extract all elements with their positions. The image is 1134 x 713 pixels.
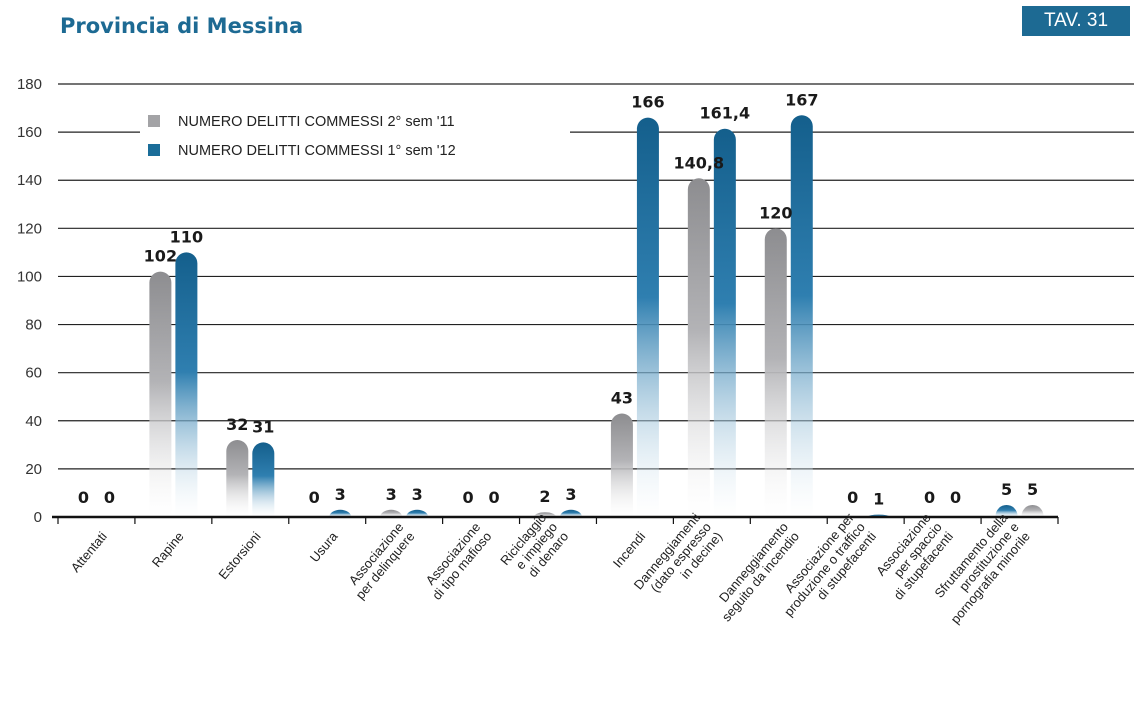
value-label: 43 [611,389,633,408]
value-label: 5 [1001,480,1012,499]
bar-2011-2 [226,440,249,517]
x-category-label: Incendi [610,529,649,571]
value-label: 0 [489,488,500,507]
value-label: 110 [170,227,203,246]
y-tick-label: 0 [34,509,42,526]
y-tick-label: 40 [25,413,42,430]
value-label: 0 [924,488,935,507]
value-label: 167 [785,90,818,109]
bar-2012-12 [995,504,1018,517]
x-category-label: Danneggiamenti(dato espressoin decine) [631,510,726,611]
table-number-badge: TAV. 31 [1022,6,1130,36]
bar-2012-9 [790,115,813,518]
y-tick-label: 120 [17,220,42,237]
page-title: Provincia di Messina [60,14,304,38]
x-category-label: Usura [307,528,341,565]
bar-2011-9 [764,228,787,517]
value-label: 5 [1027,480,1038,499]
bar-2012-6 [560,509,582,517]
value-label: 1 [873,490,884,509]
bar-2012-8 [713,128,736,517]
value-label: 2 [539,487,550,506]
value-label: 3 [412,485,423,504]
y-tick-label: 140 [17,172,42,189]
y-tick-label: 60 [25,365,42,382]
x-category-label: Estorsioni [215,529,263,582]
x-category-label: Rapine [149,529,187,570]
value-label: 0 [104,488,115,507]
legend-background [140,110,570,164]
x-category-label: Riciclaggioe impiegodi denaro [497,510,571,586]
bar-2011-7 [610,413,633,517]
bar-2012-1 [175,252,198,517]
value-label: 3 [335,485,346,504]
value-label: 3 [565,485,576,504]
y-tick-label: 20 [25,461,42,478]
y-tick-label: 160 [17,124,42,141]
y-tick-label: 100 [17,268,42,285]
y-tick-label: 180 [17,76,42,93]
value-label: 140,8 [674,153,725,172]
bar-2012-7 [636,117,659,517]
legend: NUMERO DELITTI COMMESSI 2° sem '11 NUMERO… [140,110,570,164]
legend-swatch-2011 [148,115,160,127]
bars [149,115,1044,518]
bar-2012-2 [252,442,275,517]
value-label: 0 [950,488,961,507]
value-label: 120 [759,203,792,222]
x-category-label: Attentati [68,529,110,575]
bar-2011-4 [380,509,403,517]
value-label: 0 [463,488,474,507]
value-label: 166 [631,93,664,112]
value-label: 31 [252,417,274,436]
x-axis: Attentati Rapine Estorsioni Usura Associazio… [52,510,1059,627]
y-tick-label: 80 [25,317,42,334]
value-label: 3 [386,485,397,504]
value-label: 102 [144,247,177,266]
bar-2011-1 [149,271,172,517]
bar-2011-8 [687,178,710,517]
legend-label-2012: NUMERO DELITTI COMMESSI 1° sem '12 [178,143,456,159]
value-label: 32 [226,415,248,434]
legend-swatch-2012 [148,144,160,156]
x-category-label: Associazioneper delinquere [341,520,417,603]
bar-2012-3 [329,509,352,517]
value-label: 0 [78,488,89,507]
bar-2011-12 [1021,504,1044,517]
bar-2012-4 [406,509,429,517]
legend-label-2011: NUMERO DELITTI COMMESSI 2° sem '11 [178,114,455,130]
value-label: 0 [847,488,858,507]
value-label: 161,4 [700,104,751,123]
value-label: 0 [309,488,320,507]
x-category-label: Associazionedi tipo mafioso [418,520,494,603]
